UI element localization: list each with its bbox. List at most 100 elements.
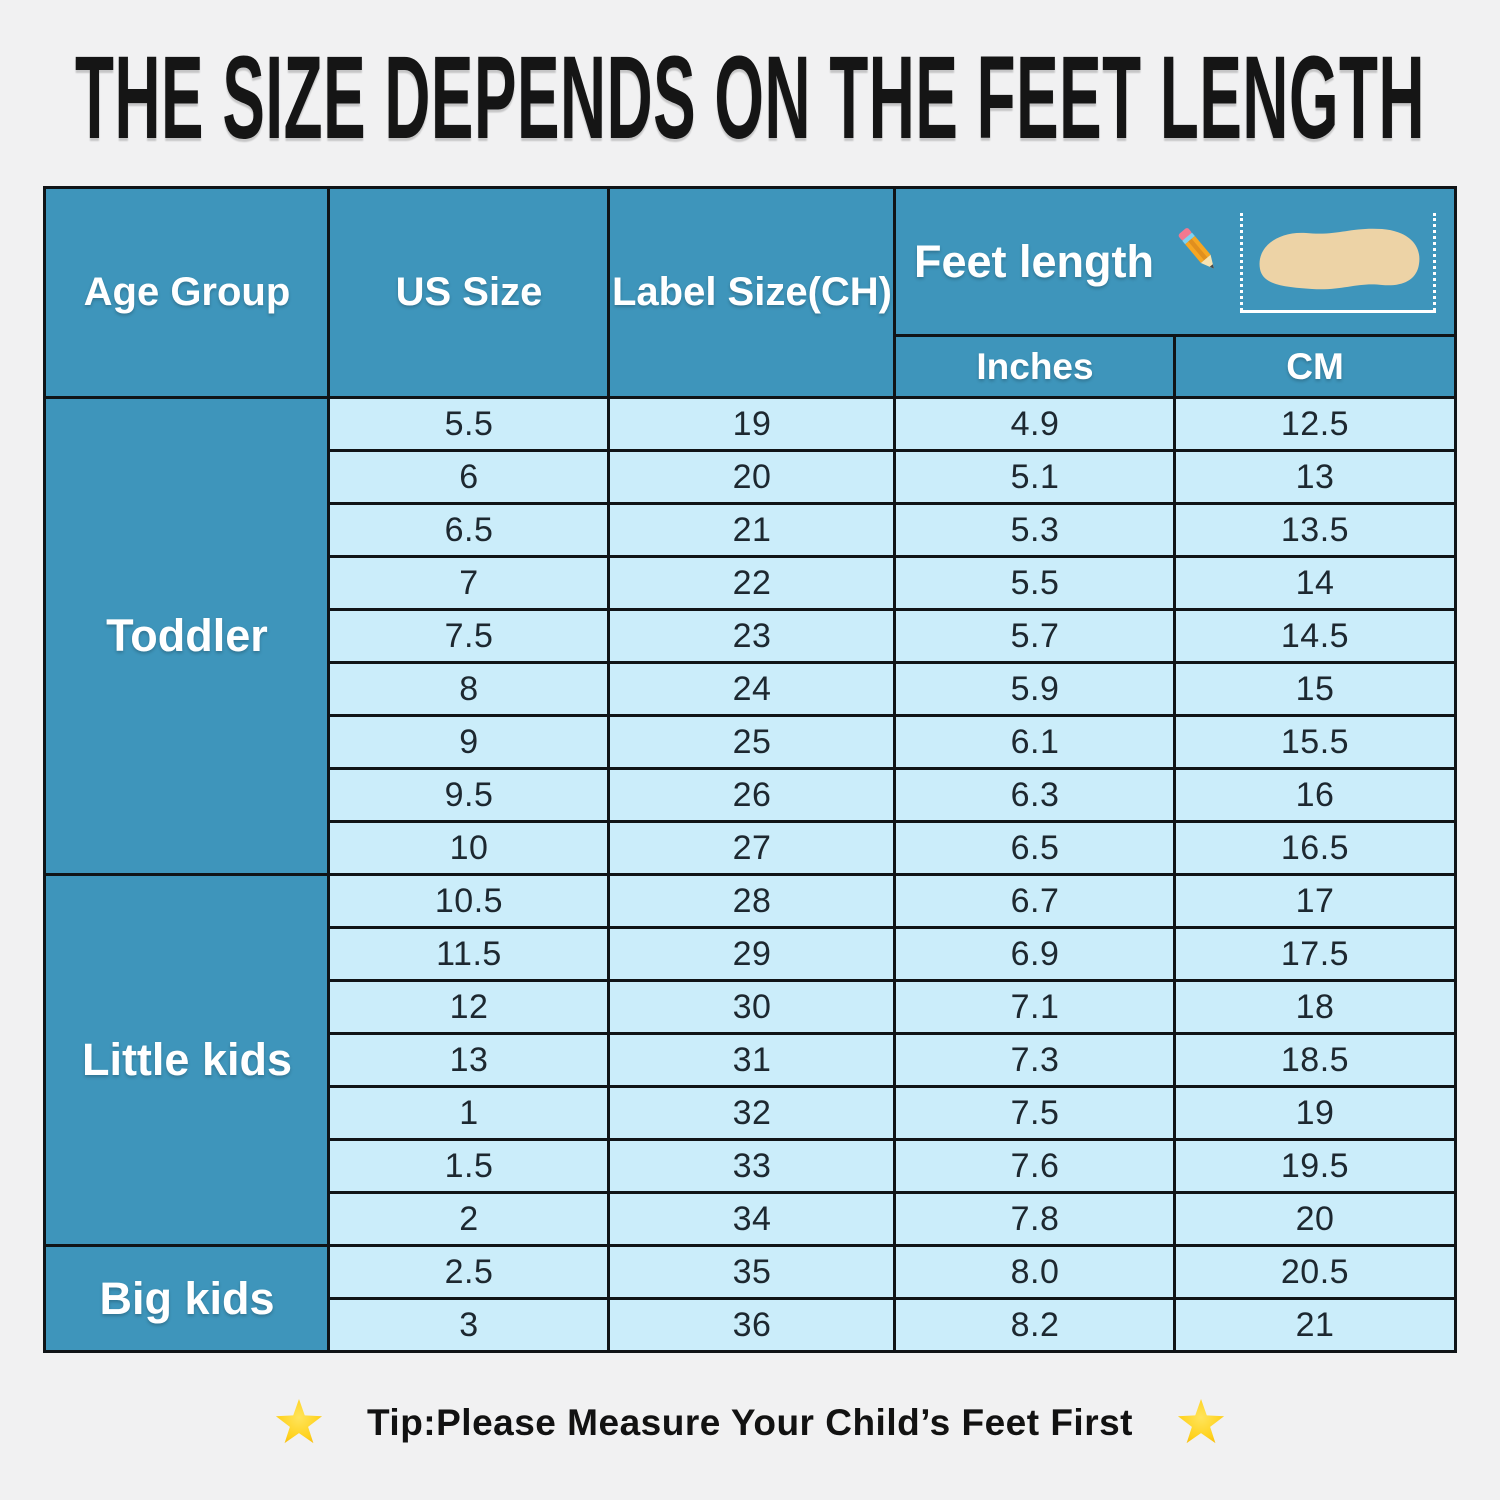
cell-us-size: 10	[327, 820, 611, 876]
group-label-toddler: Toddler	[43, 396, 331, 876]
pencil-icon	[1178, 227, 1214, 269]
size-chart-table: Age Group US Size Label Size(CH) Feet le…	[43, 186, 1457, 1353]
cell-inches: 7.8	[893, 1191, 1177, 1247]
cell-inches: 5.5	[893, 555, 1177, 611]
cell-label-size: 36	[607, 1297, 897, 1353]
table-header-row: Age Group US Size Label Size(CH) Feet le…	[43, 186, 1457, 399]
cell-inches: 6.5	[893, 820, 1177, 876]
cell-inches: 5.7	[893, 608, 1177, 664]
cell-inches: 6.3	[893, 767, 1177, 823]
cell-label-size: 20	[607, 449, 897, 505]
cell-us-size: 9	[327, 714, 611, 770]
cell-cm: 20	[1173, 1191, 1457, 1247]
cell-inches: 8.0	[893, 1244, 1177, 1300]
header-label-size: Label Size(CH)	[607, 186, 897, 399]
cell-inches: 4.9	[893, 396, 1177, 452]
table-subheader-row: Inches CM	[45, 334, 1457, 399]
cell-cm: 19.5	[1173, 1138, 1457, 1194]
cell-label-size: 34	[607, 1191, 897, 1247]
cell-us-size: 9.5	[327, 767, 611, 823]
table-row: 1.5 33 7.6 19.5	[45, 1138, 1457, 1194]
cell-us-size: 7.5	[327, 608, 611, 664]
table-row: 8 24 5.9 15	[45, 661, 1457, 717]
header-us-size: US Size	[327, 186, 611, 399]
cell-inches: 6.1	[893, 714, 1177, 770]
cell-us-size: 2.5	[327, 1244, 611, 1300]
header-cm: CM	[1173, 334, 1457, 399]
cell-us-size: 7	[327, 555, 611, 611]
cell-us-size: 1.5	[327, 1138, 611, 1194]
cell-cm: 21	[1173, 1297, 1457, 1353]
page-header: THE SIZE DEPENDS ON THE FEET LENGTH	[0, 34, 1500, 162]
cell-cm: 20.5	[1173, 1244, 1457, 1300]
table-row: 9.5 26 6.3 16	[45, 767, 1457, 823]
cell-inches: 7.3	[893, 1032, 1177, 1088]
table-row: 7.5 23 5.7 14.5	[45, 608, 1457, 664]
cell-us-size: 5.5	[327, 396, 611, 452]
cell-inches: 5.9	[893, 661, 1177, 717]
cell-label-size: 25	[607, 714, 897, 770]
header-age-group: Age Group	[43, 186, 331, 399]
table-row: 3 36 8.2 21	[45, 1297, 1457, 1353]
cell-label-size: 35	[607, 1244, 897, 1300]
cell-inches: 8.2	[893, 1297, 1177, 1353]
cell-label-size: 21	[607, 502, 897, 558]
cell-cm: 18	[1173, 979, 1457, 1035]
star-icon	[275, 1399, 323, 1444]
cell-us-size: 8	[327, 661, 611, 717]
cell-label-size: 22	[607, 555, 897, 611]
cell-us-size: 10.5	[327, 873, 611, 929]
table-row: 2 34 7.8 20	[45, 1191, 1457, 1247]
header-feet-length: Feet length	[893, 186, 1457, 337]
table-row: 6 20 5.1 13	[45, 449, 1457, 505]
table-row: 6.5 21 5.3 13.5	[45, 502, 1457, 558]
cell-inches: 6.9	[893, 926, 1177, 982]
table-row: 1 32 7.5 19	[45, 1085, 1457, 1141]
cell-label-size: 29	[607, 926, 897, 982]
cell-label-size: 33	[607, 1138, 897, 1194]
cell-label-size: 26	[607, 767, 897, 823]
table-row: 13 31 7.3 18.5	[45, 1032, 1457, 1088]
cell-inches: 7.5	[893, 1085, 1177, 1141]
cell-cm: 17.5	[1173, 926, 1457, 982]
group-label-big-kids: Big kids	[43, 1244, 331, 1353]
cell-cm: 16.5	[1173, 820, 1457, 876]
table-row: 7 22 5.5 14	[45, 555, 1457, 611]
cell-us-size: 13	[327, 1032, 611, 1088]
table-row: 11.5 29 6.9 17.5	[45, 926, 1457, 982]
table-row: 10 27 6.5 16.5	[45, 820, 1457, 876]
tip-text: Tip:Please Measure Your Child’s Feet Fir…	[366, 1402, 1134, 1443]
cell-inches: 6.7	[893, 873, 1177, 929]
cell-us-size: 12	[327, 979, 611, 1035]
foot-measure-box	[1240, 212, 1436, 313]
cell-cm: 17	[1173, 873, 1457, 929]
cell-us-size: 3	[327, 1297, 611, 1353]
cell-cm: 15	[1173, 661, 1457, 717]
cell-inches: 7.1	[893, 979, 1177, 1035]
page-title: THE SIZE DEPENDS ON THE FEET LENGTH	[74, 32, 1426, 164]
cell-cm: 18.5	[1173, 1032, 1457, 1088]
feet-length-header-content: Feet length	[898, 212, 1452, 313]
cell-us-size: 1	[327, 1085, 611, 1141]
cell-label-size: 28	[607, 873, 897, 929]
cell-us-size: 11.5	[327, 926, 611, 982]
table-row: Big kids 2.5 35 8.0 20.5	[43, 1244, 1457, 1353]
cell-cm: 13.5	[1173, 502, 1457, 558]
cell-us-size: 6	[327, 449, 611, 505]
cell-us-size: 2	[327, 1191, 611, 1247]
cell-cm: 16	[1173, 767, 1457, 823]
table-row: Little kids 10.5 28 6.7 17	[43, 873, 1457, 1247]
cell-us-size: 6.5	[327, 502, 611, 558]
cell-cm: 14.5	[1173, 608, 1457, 664]
cell-cm: 19	[1173, 1085, 1457, 1141]
foot-outline-icon	[1259, 228, 1420, 289]
cell-cm: 12.5	[1173, 396, 1457, 452]
cell-inches: 7.6	[893, 1138, 1177, 1194]
cell-label-size: 24	[607, 661, 897, 717]
group-label-little-kids: Little kids	[43, 873, 331, 1247]
cell-inches: 5.1	[893, 449, 1177, 505]
cell-cm: 13	[1173, 449, 1457, 505]
cell-cm: 15.5	[1173, 714, 1457, 770]
cell-label-size: 23	[607, 608, 897, 664]
star-icon	[1177, 1399, 1225, 1444]
